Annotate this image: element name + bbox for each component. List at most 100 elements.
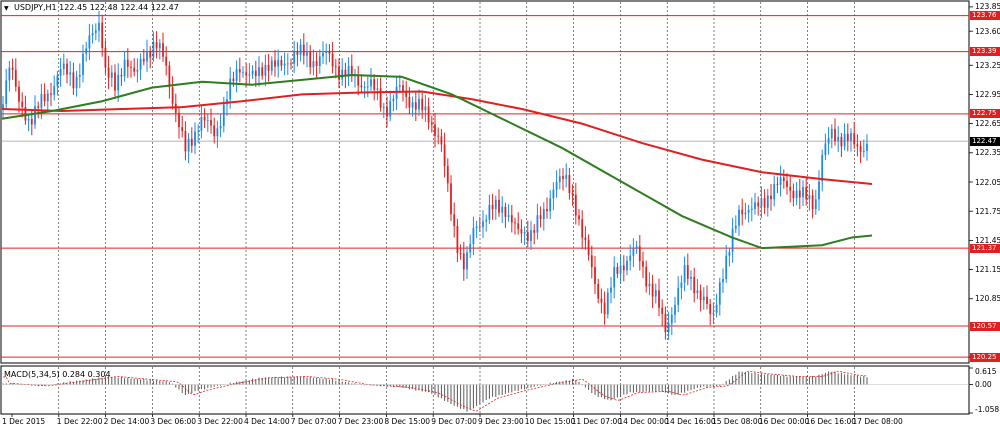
candle-body — [754, 202, 756, 209]
candle-body — [680, 282, 683, 288]
candle-body — [862, 150, 865, 152]
candle-body — [523, 232, 526, 234]
candle-body — [830, 128, 833, 139]
candle-body — [40, 93, 43, 108]
candle-body — [651, 283, 654, 297]
candle-body — [274, 60, 276, 67]
candle-body — [562, 176, 564, 179]
candle-body — [82, 53, 84, 75]
candle-body — [162, 43, 164, 57]
chart-menu-icon[interactable]: ▼ — [4, 5, 9, 12]
price-tick-label: 123.25 — [975, 60, 1000, 70]
candle-body — [808, 195, 811, 200]
candle-body — [392, 98, 395, 102]
candle-body — [72, 72, 75, 89]
time-tick-label: 17 Dec 08:00 — [852, 417, 903, 426]
candle-body — [542, 209, 545, 219]
price-tick-label: 122.35 — [975, 148, 1000, 158]
candle-body — [187, 138, 190, 152]
candle-body — [546, 209, 548, 212]
candle-body — [165, 56, 168, 66]
candle-body — [325, 51, 328, 53]
candle-body — [277, 60, 280, 67]
candle-body — [299, 44, 302, 55]
candle-body — [408, 96, 411, 108]
candle-body — [30, 118, 33, 125]
candle-body — [520, 229, 523, 234]
candle-body — [536, 215, 539, 233]
candle-body — [568, 174, 571, 193]
candle-body — [795, 190, 798, 199]
candle-body — [578, 215, 580, 220]
candle-body — [798, 190, 801, 198]
candle-body — [434, 124, 436, 136]
time-tick-label: 14 Dec 16:00 — [665, 417, 716, 426]
candle-body — [491, 204, 494, 210]
candle-body — [194, 131, 196, 146]
candle-body — [382, 107, 385, 108]
candle-body — [254, 70, 257, 77]
candle-body — [181, 127, 184, 131]
candle-body — [693, 276, 696, 294]
candle-body — [171, 87, 174, 104]
candle-body — [565, 174, 568, 179]
level-price-tag: 121.37 — [970, 243, 1000, 253]
candle-body — [654, 290, 657, 297]
candle-body — [677, 287, 680, 305]
time-tick-label: 16 Dec 00:00 — [758, 417, 810, 426]
candle-body — [296, 52, 299, 55]
candle-body — [338, 66, 340, 80]
candle-body — [219, 125, 222, 129]
candle-body — [200, 116, 203, 131]
time-tick-label: 7 Dec 23:00 — [337, 417, 384, 426]
candle-body — [270, 60, 273, 71]
candle-body — [418, 98, 420, 110]
current-price-tag: 122.47 — [970, 136, 1000, 146]
candle-body — [414, 102, 417, 110]
candle-body — [437, 135, 440, 137]
candle-body — [69, 72, 72, 75]
candle-body — [366, 86, 369, 88]
candle-body — [232, 78, 235, 82]
level-price-tag: 120.25 — [970, 352, 1000, 362]
candle-body — [482, 221, 484, 228]
ma-green-line — [1, 73, 873, 250]
candle-body — [776, 184, 779, 185]
candle-body — [603, 302, 606, 315]
candle-body — [152, 41, 155, 58]
candle-body — [59, 69, 62, 76]
candle-body — [789, 186, 792, 191]
candle-body — [757, 202, 760, 207]
candle-body — [322, 52, 324, 57]
candle-body — [466, 252, 468, 270]
candle-body — [424, 106, 427, 111]
candle-body — [814, 199, 817, 210]
time-tick-label: 1 Dec 22:00 — [56, 417, 103, 426]
candle-body — [120, 74, 123, 77]
candle-body — [706, 296, 708, 305]
time-tick-label: 9 Dec 07:00 — [431, 417, 477, 426]
candle-body — [674, 304, 676, 315]
candle-body — [667, 323, 670, 333]
candle-body — [594, 267, 596, 285]
candle-body — [792, 190, 795, 199]
candle-body — [283, 63, 286, 66]
candle-body — [389, 101, 392, 117]
candle-body — [722, 278, 724, 283]
candle-body — [584, 237, 587, 241]
candle-body — [824, 143, 827, 155]
candle-body — [104, 48, 107, 68]
candle-body — [475, 226, 478, 229]
candle-body — [766, 195, 769, 208]
horizontal-levels — [1, 15, 969, 358]
time-tick-label: 3 Dec 22:00 — [197, 417, 243, 426]
candle-body — [2, 104, 4, 110]
time-tick-label: 3 Dec 06:00 — [150, 417, 197, 426]
candle-body — [763, 198, 766, 208]
candle-body — [210, 120, 212, 126]
time-tick-label: 7 Dec 07:00 — [290, 417, 337, 426]
candle-body — [402, 85, 404, 92]
candle-body — [728, 251, 731, 256]
candle-body — [203, 116, 206, 121]
